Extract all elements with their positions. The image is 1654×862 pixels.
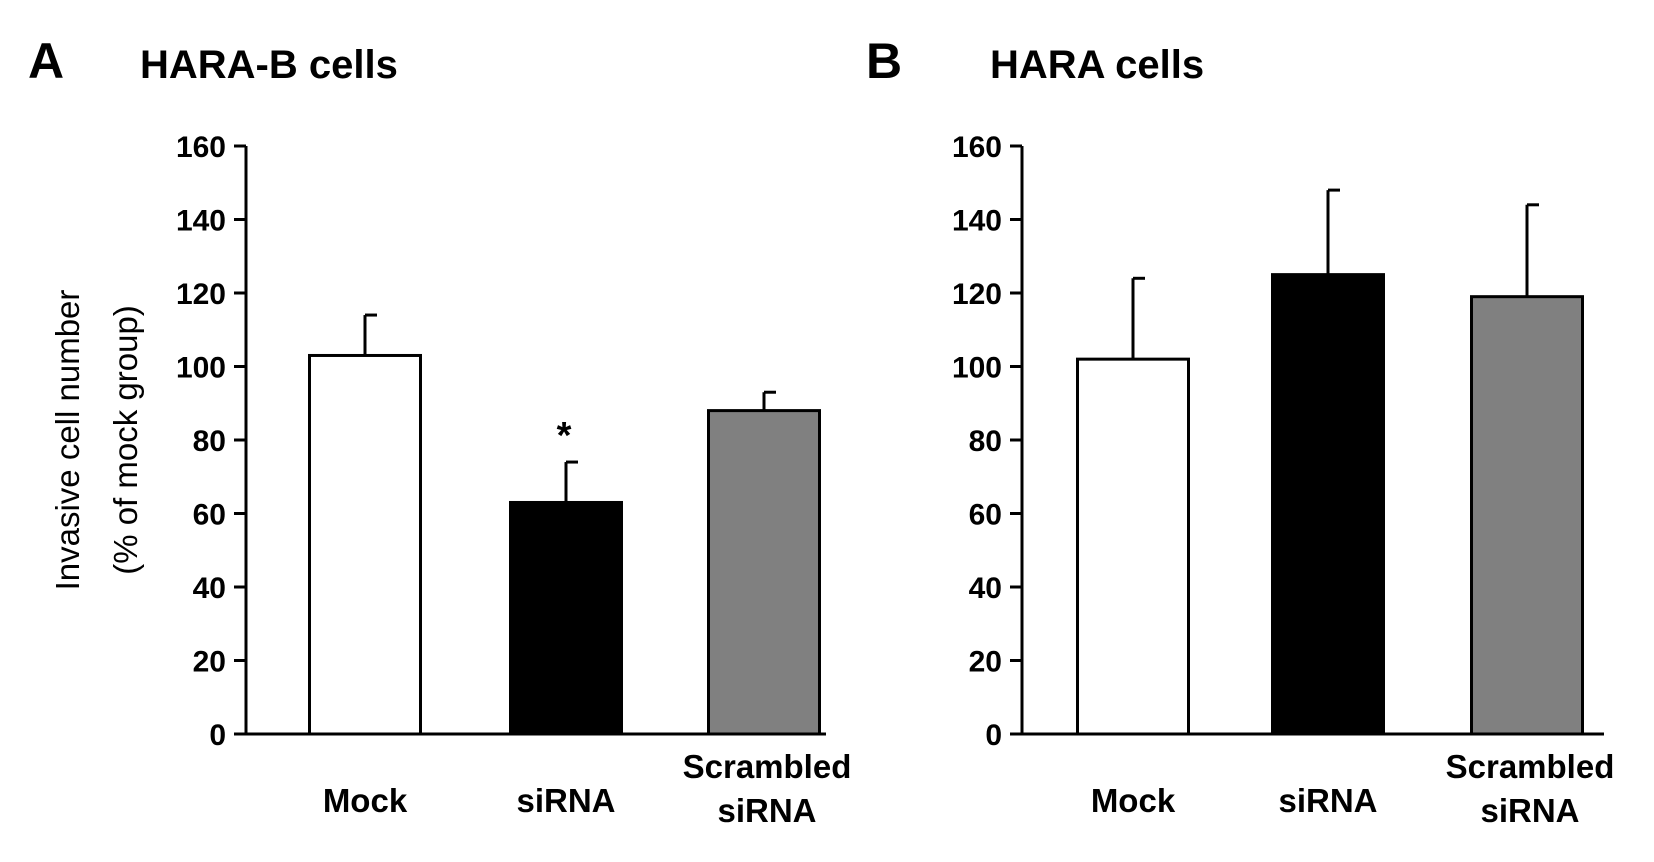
panel-a-title: HARA-B cells (140, 43, 398, 87)
panel-b-chart: B HARA cells 0 20 40 60 80 100 120 140 160 Mock si… (866, 33, 1614, 829)
panel-b-category-label: Scrambled (1446, 748, 1615, 785)
panel-b-y-tick-label: 80 (969, 425, 1002, 458)
panel-a-y-tick-label: 100 (176, 352, 226, 385)
panel-a-category-label: siRNA (516, 782, 615, 819)
panel-b-y-tick-label: 40 (969, 572, 1002, 605)
panel-a-y-tick-label: 140 (176, 205, 226, 238)
panel-a-plot: 0 20 40 60 80 100 120 140 160 Mock * siRNA Scrambled… (49, 131, 851, 829)
panel-b-category-label: siRNA (1480, 792, 1579, 829)
panel-a-y-tick-label: 40 (193, 572, 226, 605)
panel-b-letter: B (866, 33, 902, 89)
panel-a-bar (707, 409, 821, 736)
panel-b-category-label: Mock (1091, 782, 1176, 819)
panel-a-y-tick-label: 60 (193, 499, 226, 532)
panel-a-chart: A HARA-B cells 0 20 40 60 80 100 120 140 160 Mock… (28, 33, 851, 829)
panel-b-y-tick-label: 60 (969, 499, 1002, 532)
panel-a-bar (509, 500, 623, 736)
panel-a-y-tick-label: 120 (176, 278, 226, 311)
panel-a-category-label: Scrambled (683, 748, 852, 785)
panel-b-category-label: siRNA (1278, 782, 1377, 819)
panel-b-y-tick-label: 120 (952, 278, 1002, 311)
panel-b-y-tick-label: 20 (969, 646, 1002, 679)
panel-b-plot: 0 20 40 60 80 100 120 140 160 Mock siRNA Scrambled s… (952, 131, 1614, 829)
panel-a-bar (308, 353, 422, 736)
panel-a-y-tick-label: 160 (176, 131, 226, 164)
panel-a-y-tick-label: 20 (193, 646, 226, 679)
panel-b-y-tick-label: 140 (952, 205, 1002, 238)
panel-a-significance-marker: * (557, 415, 572, 457)
panel-a-y-tick-label: 80 (193, 425, 226, 458)
panel-b-bar (1076, 357, 1190, 736)
panel-b-y-tick-label: 100 (952, 352, 1002, 385)
panel-a-category-label: siRNA (717, 792, 816, 829)
panel-b-y-tick-label: 0 (985, 719, 1002, 752)
panel-a-y-axis-label: Invasive cell number (49, 290, 86, 591)
panel-b-title: HARA cells (990, 43, 1204, 87)
panel-b-bar (1271, 273, 1385, 736)
panel-b-y-tick-label: 160 (952, 131, 1002, 164)
panel-a-category-label: Mock (323, 782, 408, 819)
panel-b-bar (1470, 295, 1584, 736)
panel-a-letter: A (28, 33, 64, 89)
panel-a-y-tick-label: 0 (209, 719, 226, 752)
panel-a-y-axis-label: (% of mock group) (107, 305, 144, 575)
